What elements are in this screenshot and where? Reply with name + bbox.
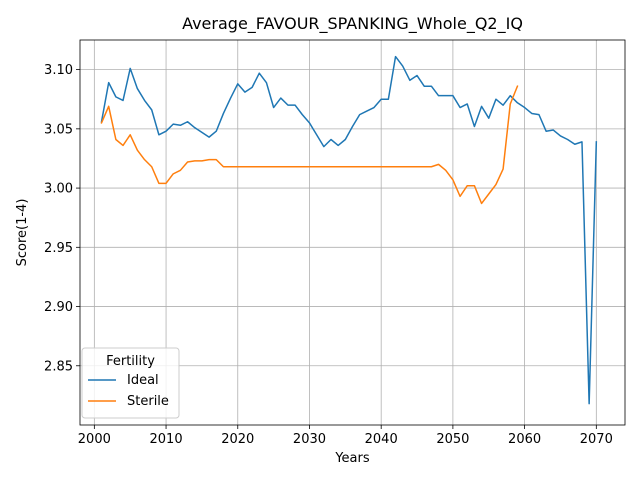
y-tick-label: 3.10 bbox=[44, 63, 73, 78]
x-tick-label: 2060 bbox=[508, 432, 541, 447]
x-tick-label: 2040 bbox=[365, 432, 398, 447]
y-tick-label: 2.95 bbox=[44, 241, 73, 256]
legend-label-ideal: Ideal bbox=[127, 373, 159, 388]
y-axis-ticks: 2.85 2.90 2.95 3.00 3.05 3.10 bbox=[44, 63, 80, 374]
x-tick-label: 2030 bbox=[293, 432, 326, 447]
x-tick-label: 2000 bbox=[78, 432, 111, 447]
legend-title: Fertility bbox=[106, 354, 155, 369]
series-layer bbox=[100, 55, 598, 405]
x-tick-label: 2010 bbox=[150, 432, 183, 447]
y-tick-label: 2.85 bbox=[44, 359, 73, 374]
series-line-ideal bbox=[100, 55, 598, 405]
legend: Fertility Ideal Sterile bbox=[81, 347, 180, 419]
x-tick-label: 2020 bbox=[221, 432, 254, 447]
x-tick-label: 2070 bbox=[580, 432, 613, 447]
series-line-sterile bbox=[100, 85, 519, 205]
x-grid bbox=[93, 40, 597, 425]
x-axis-label: Years bbox=[334, 451, 370, 466]
x-axis-ticks: 2000 2010 2020 2030 2040 2050 2060 2070 bbox=[78, 425, 613, 447]
plot-frame bbox=[79, 39, 626, 426]
y-tick-label: 2.90 bbox=[44, 300, 73, 315]
x-tick-label: 2050 bbox=[436, 432, 469, 447]
y-tick-label: 3.00 bbox=[44, 182, 73, 197]
chart-title: Average_FAVOUR_SPANKING_Whole_Q2_IQ bbox=[182, 14, 523, 34]
y-tick-label: 3.05 bbox=[44, 122, 73, 137]
legend-label-sterile: Sterile bbox=[127, 394, 169, 409]
y-axis-label: Score(1-4) bbox=[15, 199, 30, 267]
